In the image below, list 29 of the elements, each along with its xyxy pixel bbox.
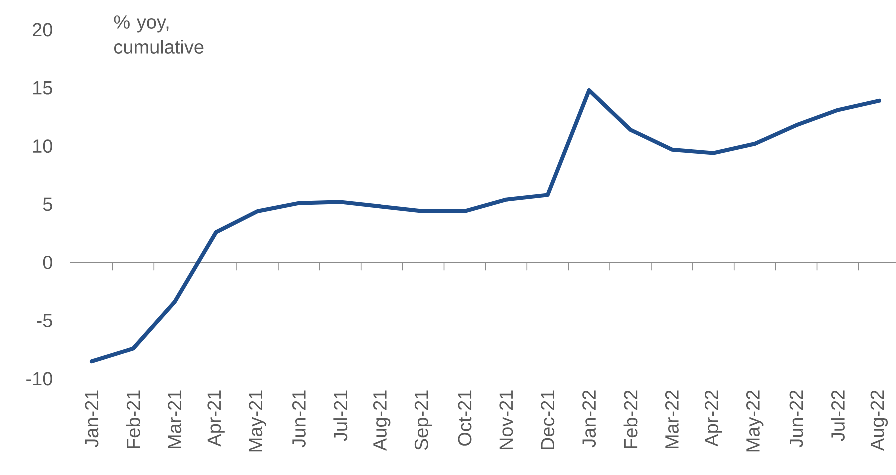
y-tick-label: 5 (43, 198, 52, 212)
x-tick-label: Jan-22 (582, 390, 596, 448)
x-tick-label: Jul-22 (831, 390, 845, 442)
y-tick-label: 15 (34, 82, 52, 95)
x-tick-label: Dec-21 (541, 390, 555, 450)
y-tick-label: 20 (33, 23, 52, 37)
y-tick-label: 0 (43, 256, 52, 270)
x-tick-label: Jul-21 (334, 390, 348, 442)
x-tick-label: Mar-21 (168, 390, 182, 448)
x-tick-label: Nov-21 (500, 390, 514, 450)
y-tick-label: -5 (37, 314, 52, 328)
x-tick-label: Jun-21 (292, 390, 306, 448)
x-tick-label: Apr-21 (208, 390, 225, 447)
line-series (90, 88, 882, 364)
y-tick-label: -10 (26, 372, 52, 386)
x-tick-label: Aug-22 (870, 390, 888, 452)
x-tick-label: Sep-21 (414, 390, 432, 450)
y-tick-label: 10 (34, 140, 52, 154)
x-tick-label: Mar-22 (665, 390, 679, 448)
x-tick-label: Oct-21 (458, 390, 472, 446)
x-tick-label: Apr-22 (705, 390, 722, 447)
x-tick-label: May-21 (249, 390, 266, 452)
y-axis-title: % yoy, cumulative (114, 16, 204, 54)
x-tick-label: Jan-21 (85, 390, 99, 448)
x-tick-label: Feb-22 (624, 390, 638, 448)
x-tick-label: May-22 (746, 390, 764, 452)
x-tick-label: Aug-21 (373, 390, 391, 452)
x-tick-label: Jun-22 (790, 390, 804, 448)
x-tick-label: Feb-21 (126, 390, 140, 448)
